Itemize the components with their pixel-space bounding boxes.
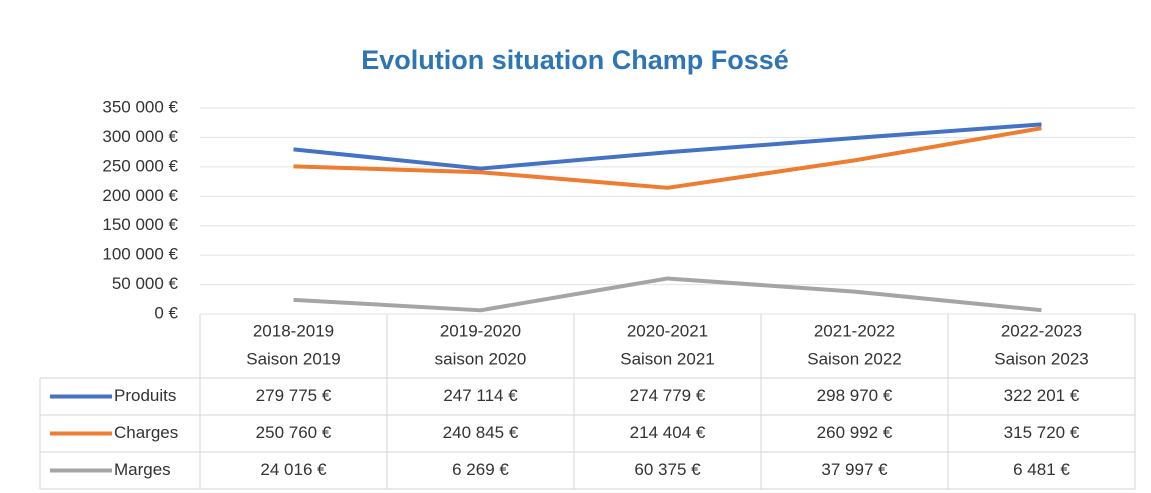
y-tick-label: 0 €	[154, 303, 178, 322]
data-label: 250 760 €	[256, 423, 332, 442]
series-line	[293, 126, 1042, 190]
data-label: 315 720 €	[1004, 423, 1080, 442]
y-tick-label: 100 000 €	[102, 245, 178, 264]
data-label: 240 845 €	[443, 423, 519, 442]
data-label: 24 016 €	[260, 460, 327, 479]
data-label: 214 404 €	[630, 423, 706, 442]
x-tick-label: 2018-2019	[253, 321, 334, 340]
legend-label: Marges	[114, 460, 171, 479]
chart-title: Evolution situation Champ Fossé	[361, 45, 789, 75]
x-tick-label: 2020-2021	[627, 321, 708, 340]
data-label: 6 269 €	[452, 460, 509, 479]
y-tick-label: 300 000 €	[102, 127, 178, 146]
data-label: 247 114 €	[443, 386, 518, 405]
series-line	[293, 122, 1042, 171]
x-tick-label: 2022-2023	[1001, 321, 1082, 340]
legend-label: Produits	[114, 386, 176, 405]
y-tick-label: 200 000 €	[102, 186, 178, 205]
x-tick-label: Saison 2019	[246, 349, 341, 368]
data-label: 6 481 €	[1013, 460, 1070, 479]
x-tick-label: Saison 2022	[807, 349, 902, 368]
data-label: 298 970 €	[817, 386, 893, 405]
x-tick-label: Saison 2023	[994, 349, 1089, 368]
data-label: 279 775 €	[256, 386, 332, 405]
data-label: 37 997 €	[821, 460, 888, 479]
data-label: 60 375 €	[634, 460, 701, 479]
y-tick-label: 150 000 €	[102, 215, 178, 234]
x-tick-label: 2019-2020	[440, 321, 521, 340]
data-label: 260 992 €	[817, 423, 893, 442]
data-label: 322 201 €	[1004, 386, 1080, 405]
y-tick-label: 350 000 €	[102, 97, 178, 116]
x-tick-label: 2021-2022	[814, 321, 895, 340]
series-line	[293, 276, 1042, 313]
legend-label: Charges	[114, 423, 178, 442]
y-tick-label: 50 000 €	[112, 274, 179, 293]
y-tick-label: 250 000 €	[102, 156, 178, 175]
x-tick-label: saison 2020	[435, 349, 527, 368]
data-label: 274 779 €	[630, 386, 706, 405]
x-tick-label: Saison 2021	[620, 349, 715, 368]
